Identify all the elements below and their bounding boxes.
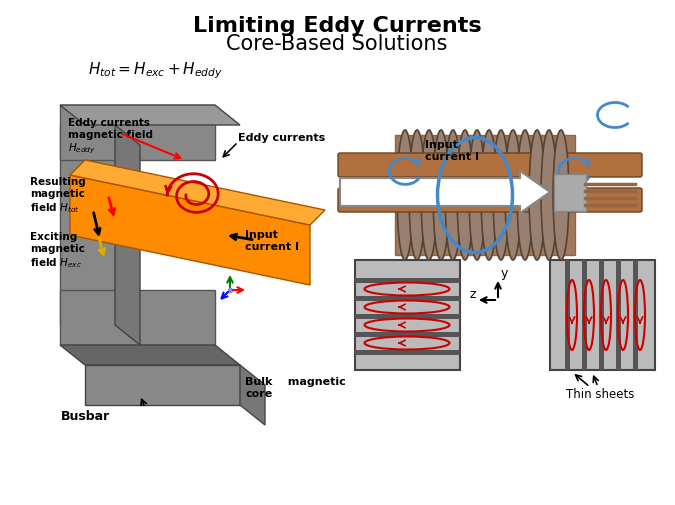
Ellipse shape [421, 131, 437, 261]
Polygon shape [60, 345, 240, 365]
Text: Input
current I: Input current I [245, 230, 299, 251]
Ellipse shape [553, 131, 569, 261]
Text: z: z [470, 287, 477, 300]
Ellipse shape [445, 131, 461, 261]
Polygon shape [240, 365, 265, 425]
Ellipse shape [529, 131, 545, 261]
Text: Thin sheets: Thin sheets [566, 387, 634, 400]
FancyBboxPatch shape [355, 315, 460, 319]
Ellipse shape [541, 131, 557, 261]
Text: Limiting Eddy Currents: Limiting Eddy Currents [192, 16, 481, 36]
Text: Eddy currents: Eddy currents [238, 133, 325, 143]
Text: Exciting
magnetic
field $H_{exc}$: Exciting magnetic field $H_{exc}$ [30, 232, 85, 269]
Polygon shape [70, 176, 310, 285]
FancyBboxPatch shape [338, 154, 642, 178]
FancyBboxPatch shape [355, 296, 460, 301]
FancyBboxPatch shape [395, 136, 575, 256]
Text: Resulting
magnetic
field $H_{tot}$: Resulting magnetic field $H_{tot}$ [30, 177, 86, 214]
FancyBboxPatch shape [599, 261, 604, 370]
Ellipse shape [457, 131, 473, 261]
FancyBboxPatch shape [550, 261, 655, 370]
Text: $H_{tot} = H_{exc} + H_{eddy}$: $H_{tot} = H_{exc} + H_{eddy}$ [88, 61, 223, 81]
Text: Eddy currents
magnetic field
$H_{eddy}$: Eddy currents magnetic field $H_{eddy}$ [68, 118, 153, 156]
FancyBboxPatch shape [633, 261, 638, 370]
Text: Core-Based Solutions: Core-Based Solutions [226, 34, 448, 54]
FancyBboxPatch shape [355, 261, 460, 370]
FancyBboxPatch shape [60, 126, 115, 325]
FancyBboxPatch shape [60, 106, 215, 161]
FancyArrow shape [340, 172, 550, 214]
Polygon shape [70, 161, 325, 226]
Text: Input
current I: Input current I [425, 140, 479, 162]
FancyBboxPatch shape [582, 261, 587, 370]
Text: y: y [501, 267, 508, 279]
Ellipse shape [409, 131, 425, 261]
FancyBboxPatch shape [565, 261, 570, 370]
FancyBboxPatch shape [554, 175, 586, 212]
FancyBboxPatch shape [616, 261, 621, 370]
Polygon shape [115, 126, 140, 345]
FancyBboxPatch shape [355, 278, 460, 283]
Ellipse shape [469, 131, 485, 261]
Ellipse shape [505, 131, 521, 261]
FancyBboxPatch shape [355, 332, 460, 337]
Text: Bulk    magnetic
core: Bulk magnetic core [245, 376, 346, 398]
FancyBboxPatch shape [338, 189, 642, 213]
Ellipse shape [481, 131, 497, 261]
Ellipse shape [397, 131, 413, 261]
FancyBboxPatch shape [60, 290, 215, 345]
Polygon shape [85, 365, 240, 405]
Ellipse shape [493, 131, 509, 261]
Text: Busbar: Busbar [60, 409, 109, 422]
Ellipse shape [433, 131, 449, 261]
FancyBboxPatch shape [355, 350, 460, 356]
Ellipse shape [517, 131, 533, 261]
Polygon shape [60, 106, 240, 126]
